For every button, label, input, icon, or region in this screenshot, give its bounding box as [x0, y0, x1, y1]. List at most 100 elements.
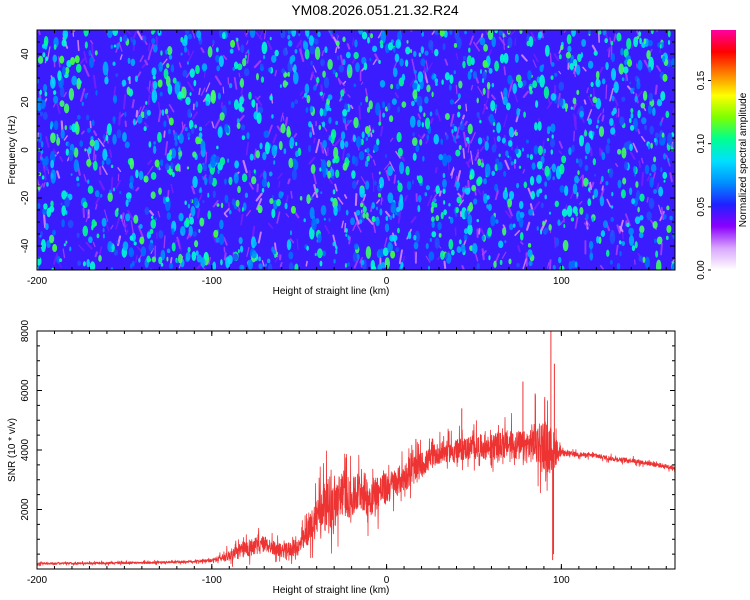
- heatmap-blob: [50, 132, 56, 144]
- heatmap-blob: [76, 114, 81, 120]
- heatmap-blob: [608, 167, 614, 178]
- heatmap-streak: [136, 71, 142, 79]
- heatmap-streak: [60, 120, 64, 132]
- heatmap-streak: [94, 204, 98, 210]
- heatmap-blob: [345, 209, 349, 216]
- heatmap-blob: [448, 216, 451, 219]
- heatmap-streak: [365, 88, 369, 99]
- heatmap-blob: [611, 191, 614, 197]
- heatmap-blob: [264, 141, 270, 155]
- heatmap-streak: [361, 200, 366, 209]
- heatmap-hotspot: [390, 250, 396, 259]
- heatmap-blob: [518, 216, 524, 228]
- heatmap-streak: [616, 224, 621, 234]
- heatmap-blob: [110, 44, 114, 50]
- heatmap-blob: [291, 168, 297, 181]
- heatmap-blob: [644, 256, 650, 269]
- heatmap-streak: [130, 220, 134, 234]
- heatmap-blob: [193, 79, 197, 87]
- heatmap-blob: [50, 200, 54, 208]
- heatmap-blob: [195, 64, 200, 75]
- heatmap-blob: [159, 159, 164, 167]
- heatmap-blob: [597, 119, 600, 124]
- heatmap-blob: [178, 212, 184, 222]
- heatmap-blob: [554, 72, 558, 77]
- heatmap-streak: [178, 62, 182, 68]
- heatmap-blob: [494, 104, 498, 108]
- heatmap-blob: [575, 64, 581, 76]
- heatmap-blob: [441, 153, 448, 167]
- heatmap-blob: [264, 263, 268, 267]
- heatmap-streak: [514, 229, 521, 236]
- heatmap-blob: [53, 120, 59, 131]
- heatmap-streak: [82, 207, 86, 219]
- heatmap-blob: [442, 172, 446, 179]
- heatmap-blob: [544, 165, 550, 177]
- heatmap-blob: [335, 169, 340, 179]
- heatmap-hotspot: [439, 30, 445, 37]
- heatmap-streak: [646, 175, 650, 182]
- heatmap-blob: [595, 124, 599, 129]
- heatmap-streak: [245, 30, 249, 37]
- heatmap-blob: [516, 107, 521, 117]
- heatmap-blob: [347, 262, 350, 267]
- heatmap-streak: [491, 94, 496, 100]
- heatmap-blob: [148, 141, 152, 148]
- heatmap-blob: [129, 182, 133, 189]
- heatmap-blob: [128, 197, 131, 203]
- heatmap-blob: [412, 132, 415, 137]
- heatmap-blob: [82, 225, 89, 237]
- heatmap-streak: [278, 180, 281, 188]
- heatmap-blob: [40, 149, 44, 154]
- heatmap-blob: [352, 251, 358, 263]
- heatmap-blob: [360, 102, 363, 106]
- heatmap-blob: [322, 250, 326, 257]
- heatmap-streak: [434, 167, 438, 174]
- heatmap-blob: [149, 267, 152, 270]
- heatmap-blob: [611, 95, 615, 102]
- heatmap-streak: [474, 253, 479, 262]
- heatmap-blob: [564, 185, 569, 196]
- heatmap-blob: [289, 136, 295, 148]
- heatmap-blob: [496, 135, 501, 142]
- heatmap-blob: [649, 125, 654, 135]
- heatmap-blob: [44, 91, 48, 97]
- heatmap-streak: [227, 201, 231, 210]
- heatmap-streak: [98, 180, 106, 191]
- heatmap-blob: [326, 160, 331, 168]
- heatmap-blob: [110, 267, 114, 270]
- heatmap-streak: [335, 35, 340, 42]
- heatmap-blob: [379, 80, 386, 88]
- heatmap-blob: [434, 237, 440, 249]
- heatmap-blob: [647, 104, 652, 115]
- heatmap-streak: [238, 114, 245, 122]
- heatmap-blob: [163, 120, 167, 128]
- heatmap-streak: [58, 262, 62, 268]
- heatmap-blob: [488, 113, 495, 123]
- heatmap-streak: [135, 255, 138, 263]
- heatmap-blob: [453, 135, 457, 143]
- heatmap-blob: [261, 188, 265, 193]
- heatmap-blob: [639, 215, 644, 221]
- heatmap-blob: [507, 198, 513, 208]
- heatmap-streak: [425, 139, 429, 145]
- heatmap-blob: [654, 132, 660, 139]
- heatmap-blob: [650, 164, 657, 173]
- heatmap-streak: [367, 153, 373, 159]
- heatmap-blob: [492, 129, 495, 133]
- heatmap-blob: [544, 227, 549, 234]
- heatmap-blob: [183, 45, 188, 53]
- heatmap-blob: [166, 63, 170, 69]
- heatmap-blob: [130, 263, 133, 269]
- heatmap-blob: [611, 52, 615, 63]
- heatmap-blob: [638, 255, 644, 262]
- heatmap-streak: [473, 41, 480, 52]
- heatmap-blob: [646, 49, 651, 60]
- heatmap-streak: [274, 253, 280, 263]
- heatmap-blob: [241, 207, 244, 212]
- heatmap-blob: [49, 205, 55, 213]
- heatmap-blob: [537, 121, 542, 131]
- heatmap-blob: [376, 138, 380, 146]
- heatmap-blob: [434, 48, 439, 57]
- colorbar-tick-label: 0.05: [696, 197, 707, 217]
